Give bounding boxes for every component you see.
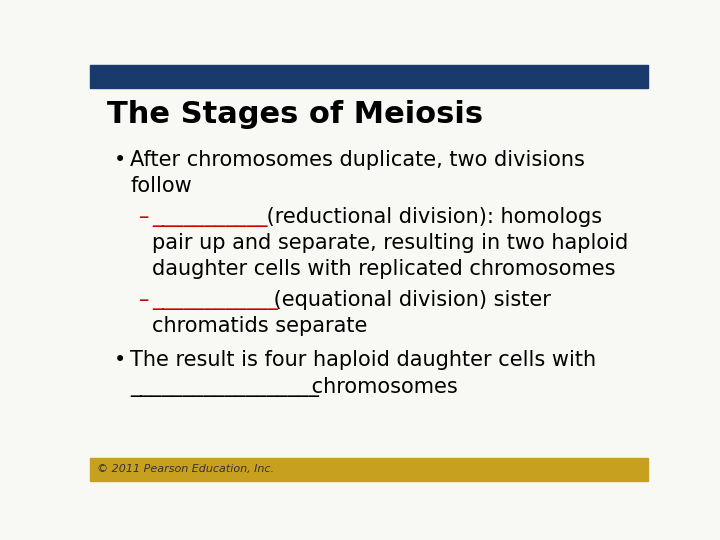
Text: The Stages of Meiosis: The Stages of Meiosis bbox=[107, 100, 483, 129]
Text: (reductional division): homologs: (reductional division): homologs bbox=[260, 207, 603, 227]
Text: daughter cells with replicated chromosomes: daughter cells with replicated chromosom… bbox=[153, 259, 616, 279]
Text: •: • bbox=[114, 150, 126, 170]
Text: •: • bbox=[114, 349, 126, 369]
Text: chromatids separate: chromatids separate bbox=[153, 315, 368, 335]
Text: follow: follow bbox=[130, 176, 192, 196]
Text: __________________: __________________ bbox=[130, 377, 319, 397]
Text: chromosomes: chromosomes bbox=[305, 377, 458, 397]
Text: –: – bbox=[139, 290, 150, 310]
Text: © 2011 Pearson Education, Inc.: © 2011 Pearson Education, Inc. bbox=[96, 464, 274, 474]
Text: After chromosomes duplicate, two divisions: After chromosomes duplicate, two divisio… bbox=[130, 150, 585, 170]
Text: The result is four haploid daughter cells with: The result is four haploid daughter cell… bbox=[130, 349, 596, 369]
Bar bbox=[90, 65, 648, 87]
Text: ___________: ___________ bbox=[153, 207, 268, 227]
Text: –: – bbox=[139, 207, 150, 227]
Text: pair up and separate, resulting in two haploid: pair up and separate, resulting in two h… bbox=[153, 233, 629, 253]
Bar bbox=[90, 458, 648, 481]
Text: ____________: ____________ bbox=[153, 290, 279, 310]
Text: (equational division) sister: (equational division) sister bbox=[267, 290, 552, 310]
